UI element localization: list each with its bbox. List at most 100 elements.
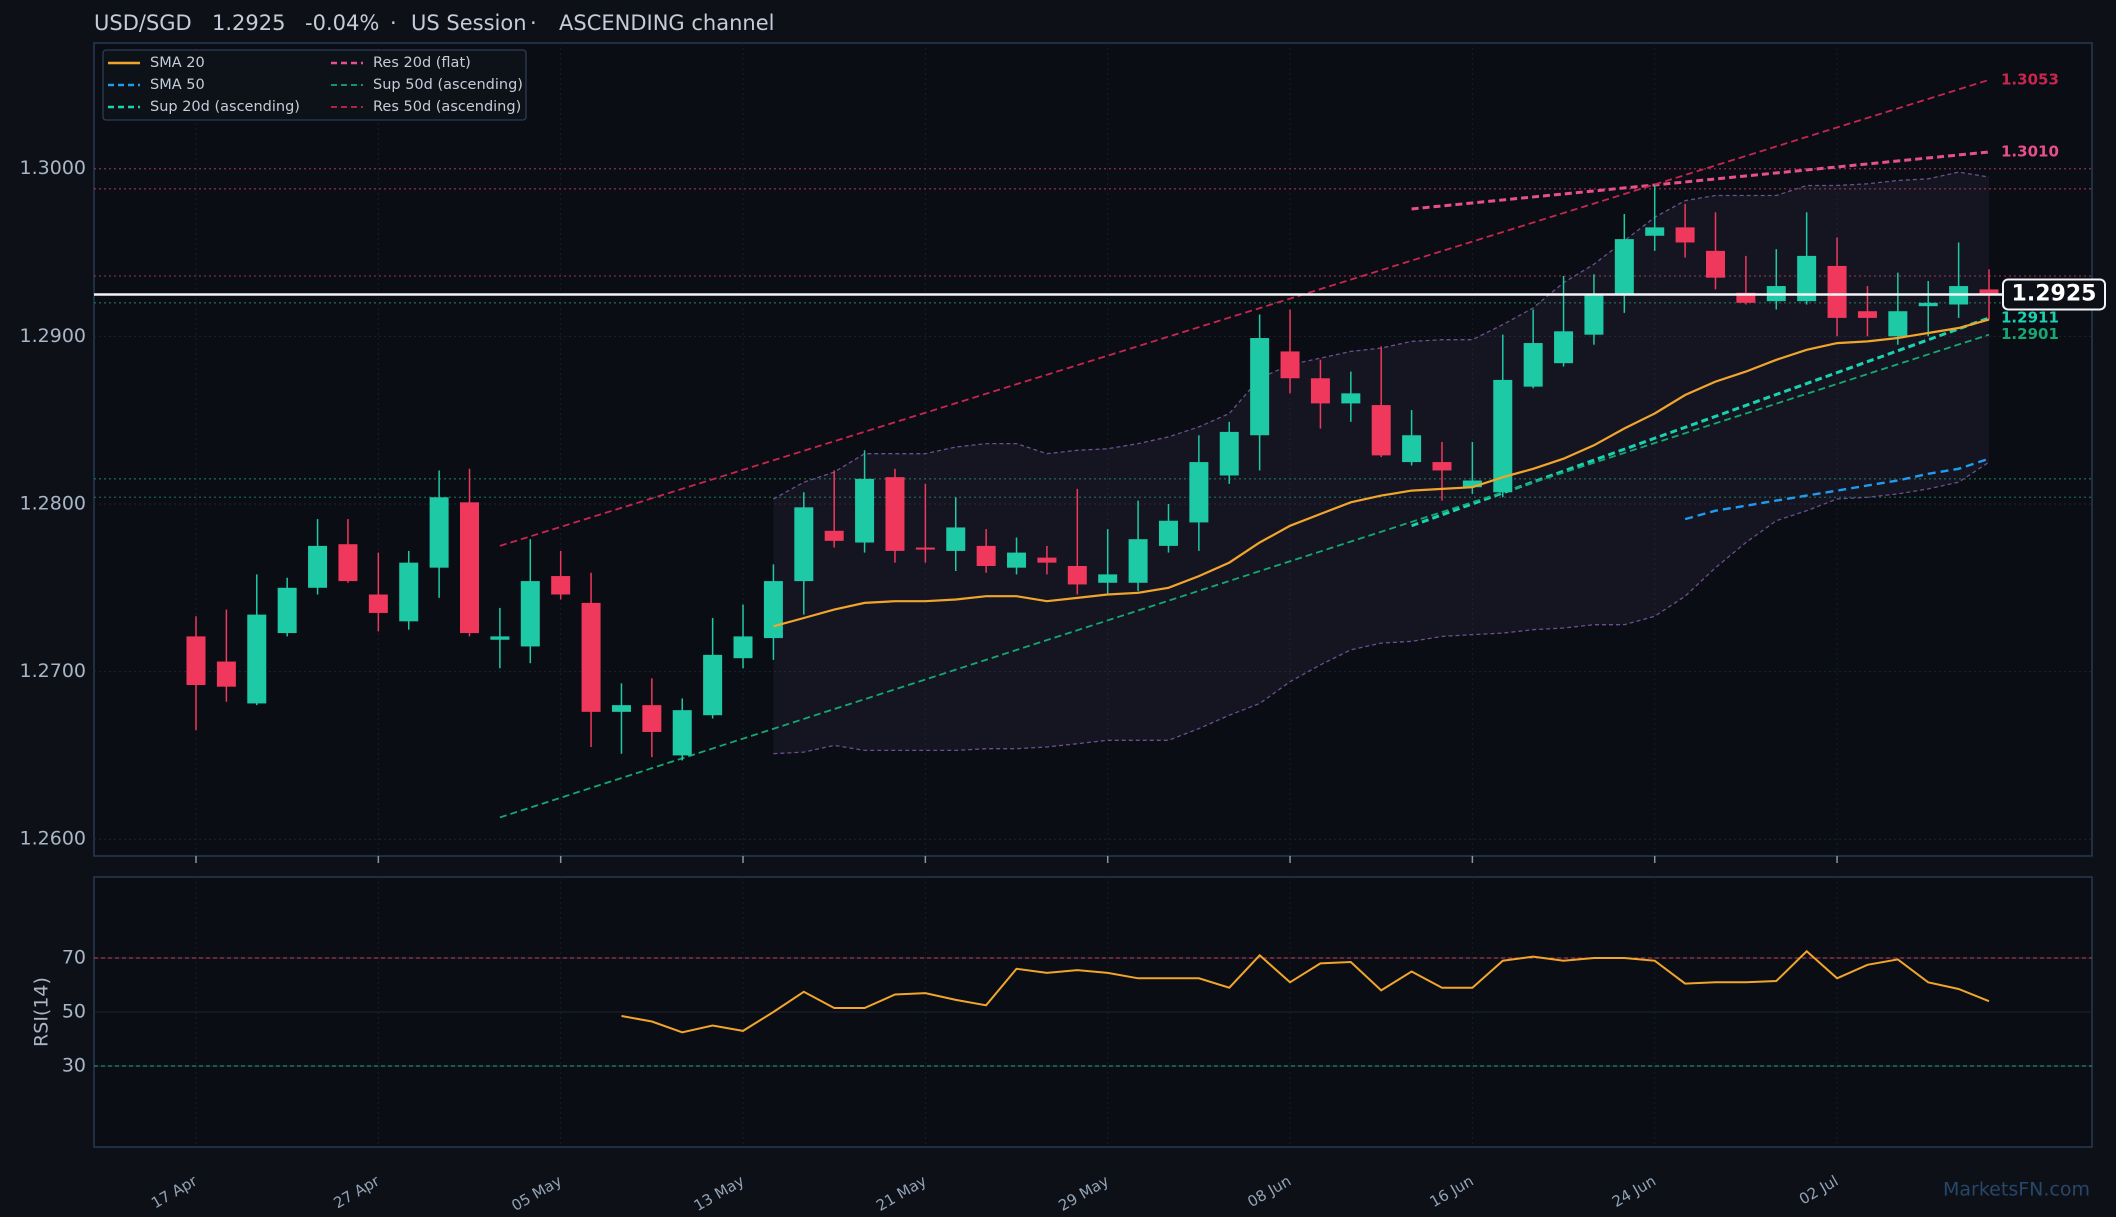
legend-label: SMA 20 (150, 55, 205, 71)
legend-label: Sup 20d (ascending) (150, 99, 300, 115)
separator: · (530, 11, 537, 35)
y-tick-label: 1.2600 (20, 828, 86, 850)
candle-body (186, 636, 206, 686)
y-tick-label: 1.2700 (20, 660, 86, 682)
candle-body (1402, 435, 1422, 463)
candle-body (642, 705, 662, 732)
trend-end-label: 1.3053 (2001, 70, 2059, 88)
candle-body (824, 530, 844, 541)
candle-body (1554, 331, 1574, 364)
watermark: MarketsFN.com (1943, 1179, 2090, 1201)
x-tick-label: 29 May (1055, 1172, 1112, 1215)
candle-body (946, 527, 966, 551)
trend-end-label: 1.3010 (2001, 142, 2059, 160)
price-panel (93, 42, 2093, 857)
candle-body (1189, 462, 1209, 523)
price: 1.2925 (212, 11, 285, 35)
candle-body (247, 614, 267, 704)
candle-body (1128, 539, 1148, 583)
rsi-axis-label: RSI(14) (31, 977, 53, 1047)
candle-body (1736, 292, 1756, 303)
x-tick-label: 08 Jun (1244, 1172, 1294, 1211)
candle-body (551, 576, 571, 595)
candle-body (1675, 227, 1695, 243)
x-tick-label: 05 May (508, 1172, 565, 1215)
candle-body (520, 581, 540, 647)
candle-body (1371, 405, 1391, 456)
candle-body (1280, 351, 1300, 379)
candle-body (1888, 311, 1908, 337)
candle-body (429, 497, 449, 568)
candle-body (1250, 338, 1270, 436)
legend (102, 49, 527, 121)
candle-body (1706, 250, 1725, 278)
rsi-tick-label: 70 (62, 947, 86, 969)
trend-line (1411, 150, 1990, 211)
y-tick-label: 1.2900 (20, 325, 86, 347)
trend-line (499, 79, 1990, 547)
trend-end-label: 1.2911 (2001, 308, 2059, 326)
candle-body (915, 547, 935, 550)
candle-body (1341, 393, 1361, 404)
x-tick-label: 13 May (691, 1172, 748, 1215)
candle-body (1098, 574, 1118, 583)
change: -0.04% (305, 11, 379, 35)
candle-body (1067, 566, 1087, 585)
candle-body (1645, 227, 1665, 236)
candle-body (1918, 302, 1938, 307)
trend-line (499, 333, 1990, 819)
header: USD/SGD 1.2925 -0.04% · US Session · ASC… (94, 11, 774, 35)
price-badge (2002, 278, 2106, 311)
series-line (773, 318, 1990, 628)
channel: ASCENDING channel (559, 11, 774, 35)
band-lower (773, 461, 1990, 755)
symbol: USD/SGD (94, 11, 192, 35)
band-fill (773, 172, 1990, 754)
rsi-line (621, 949, 1990, 1034)
candle-body (1219, 431, 1239, 476)
candle-body (1310, 378, 1330, 404)
legend-label: SMA 50 (150, 77, 205, 93)
rsi-tick-label: 50 (62, 1001, 86, 1023)
x-tick-label: 16 Jun (1427, 1172, 1477, 1211)
candle-body (1979, 289, 1999, 295)
series-line (1684, 457, 1990, 521)
candle-body (794, 507, 814, 582)
x-tick-label: 21 May (873, 1172, 930, 1215)
candle-body (733, 636, 753, 659)
candle-body (368, 594, 388, 613)
x-tick-label: 27 Apr (330, 1171, 383, 1212)
candle-body (1432, 462, 1452, 471)
x-tick-label: 24 Jun (1609, 1172, 1659, 1211)
candle-body (1493, 379, 1513, 493)
price-badge-label: 1.2925 (2012, 281, 2097, 306)
candle-body (1797, 255, 1817, 302)
legend-label: Sup 50d (ascending) (373, 77, 523, 93)
candle-body (1523, 343, 1543, 387)
candle-body (1827, 265, 1847, 318)
candle-body (1158, 520, 1178, 546)
candle-body (1614, 239, 1634, 295)
candle-body (672, 710, 692, 756)
candle-body (763, 581, 783, 639)
x-tick-label: 02 Jul (1796, 1172, 1841, 1209)
candle-body (1037, 557, 1057, 563)
candle-body (976, 545, 996, 567)
candle-body (1007, 552, 1027, 568)
candle-body (490, 636, 510, 640)
candle-body (1462, 480, 1482, 488)
session: US Session (411, 11, 527, 35)
candle-body (338, 544, 358, 582)
candle-body (277, 587, 297, 634)
legend-label: Res 20d (flat) (373, 55, 471, 71)
candle-body (308, 545, 328, 588)
candle-body (1584, 294, 1604, 335)
x-tick-label: 17 Apr (148, 1171, 201, 1212)
candle-body (399, 562, 419, 622)
candle-body (460, 502, 480, 634)
trend-end-label: 1.2901 (2001, 325, 2059, 343)
candle-body (885, 477, 905, 551)
candle-body (216, 661, 236, 687)
